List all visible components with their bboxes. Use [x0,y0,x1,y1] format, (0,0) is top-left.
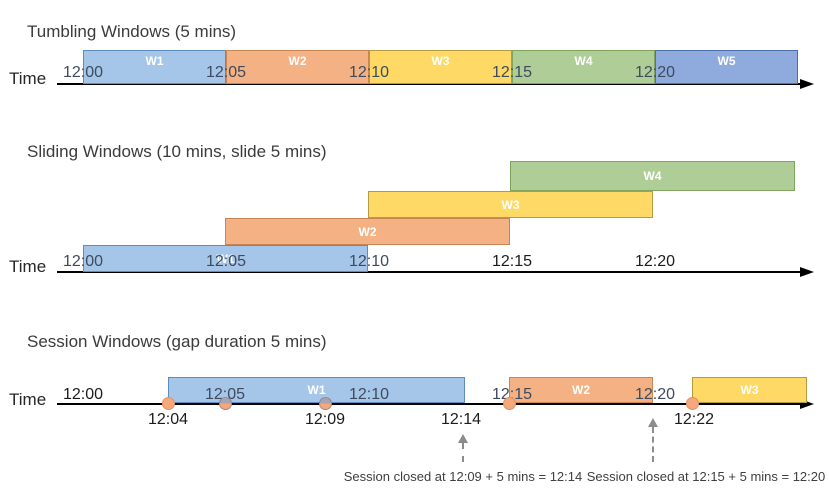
tick-label: 12:05 [205,64,247,81]
annotation-arrow-dash [462,443,464,462]
tick-label: 12:00 [62,386,104,403]
window-box: W1 [83,50,226,84]
tick-label: 12:00 [62,253,104,270]
event-dot [686,397,699,410]
time-axis-label: Time [9,69,47,88]
window-box: W2 [509,377,653,403]
window-label: W1 [216,251,235,266]
tick-label: 12:20 [634,386,676,403]
window-label: W1 [307,383,326,397]
window-box: W3 [692,377,807,403]
window-label: W3 [431,54,450,68]
tick-label: 12:05 [205,253,247,270]
window-label: W3 [740,383,759,397]
window-box: W4 [512,50,655,84]
window-label: W2 [288,54,307,68]
tick-label: 12:15 [491,253,533,270]
window-box: W2 [225,218,510,245]
event-dot [503,397,516,410]
tick-label: 12:20 [634,253,676,270]
window-box: W5 [655,50,798,84]
session-closed-annotation: Session closed at 12:09 + 5 mins = 12:14 [343,469,583,484]
event-dot [162,397,175,410]
event-dot [319,397,332,410]
tick-label: 12:00 [62,64,104,81]
window-label: W2 [358,224,377,239]
window-label: W3 [501,197,520,212]
annotation-arrowhead-icon [648,418,658,427]
tick-label: 12:15 [491,64,533,81]
tick-label: 12:15 [491,386,533,403]
time-axis-label: Time [9,390,47,409]
event-time-label: 12:09 [304,411,346,428]
tick-label: 12:10 [348,386,390,403]
time-axis-arrowhead-icon [800,79,814,89]
window-box: W1 [83,245,368,272]
annotation-arrow-dash [652,427,654,462]
tick-label: 12:20 [634,64,676,81]
tick-label: 12:05 [204,386,246,403]
time-axis [57,83,802,85]
event-time-label: 12:04 [147,411,189,428]
window-label: W4 [643,169,662,183]
window-label: W4 [574,54,593,68]
time-axis-arrowhead-icon [800,399,814,409]
window-label: W5 [717,54,736,68]
event-dot [219,397,232,410]
window-box: W3 [368,191,653,218]
window-label: W1 [145,54,164,68]
window-box: W2 [226,50,369,84]
window-box: W4 [510,161,795,191]
time-axis-arrowhead-icon [800,267,814,277]
event-time-label: 12:14 [440,411,482,428]
time-axis [57,403,802,405]
diagram-title: Sliding Windows (10 mins, slide 5 mins) [27,142,327,162]
window-box: W1 [168,377,465,403]
diagram-title: Tumbling Windows (5 mins) [27,22,237,42]
event-time-label: 12:22 [673,411,715,428]
tick-label: 12:10 [348,64,390,81]
time-axis-label: Time [9,257,47,276]
session-closed-annotation: Session closed at 12:15 + 5 mins = 12:20 [586,469,826,484]
annotation-arrowhead-icon [458,434,468,443]
window-box: W3 [369,50,512,84]
diagram-title: Session Windows (gap duration 5 mins) [27,332,327,352]
time-axis [57,271,802,273]
tick-label: 12:10 [348,253,390,270]
window-label: W2 [572,383,590,397]
